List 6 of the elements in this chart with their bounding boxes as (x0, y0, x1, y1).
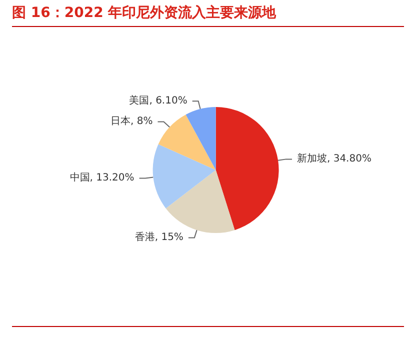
slice-label: 美国, 6.10% (129, 94, 188, 107)
slice-label: 新加坡, 34.80% (296, 152, 372, 165)
slice-label: 中国, 13.20% (70, 172, 134, 184)
slice-label: 香港, 15% (134, 231, 184, 244)
slice-label: 日本, 8% (110, 115, 153, 128)
chart-title: 图 16：2022 年印尼外资流入主要来源地 (12, 4, 404, 27)
